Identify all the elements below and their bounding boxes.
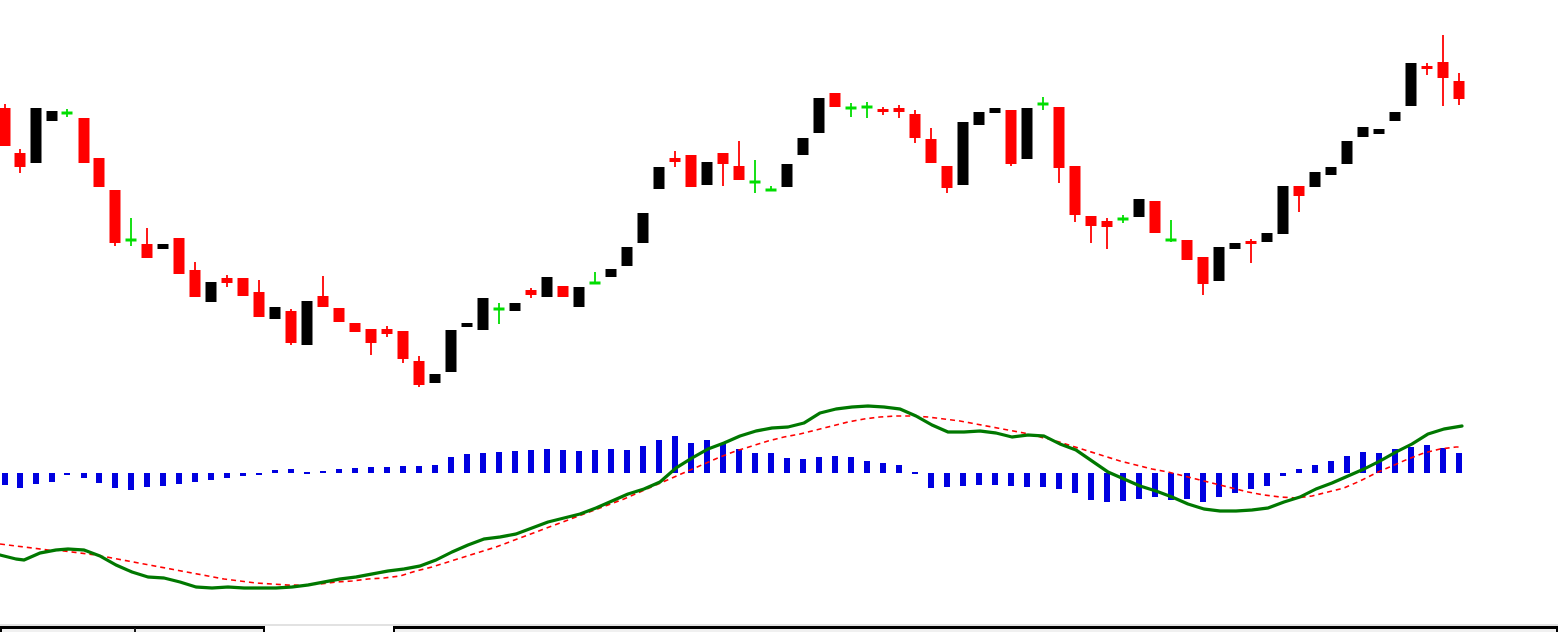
macd-histogram-layer (2, 436, 1462, 502)
bottom-panel-left-divider (134, 628, 136, 632)
bottom-separator-line (0, 624, 1558, 626)
bottom-panel-right[interactable] (393, 626, 1558, 632)
candles-layer (0, 35, 1465, 387)
macd-line-layer (0, 404, 1464, 590)
bottom-panel-left[interactable] (0, 626, 265, 632)
